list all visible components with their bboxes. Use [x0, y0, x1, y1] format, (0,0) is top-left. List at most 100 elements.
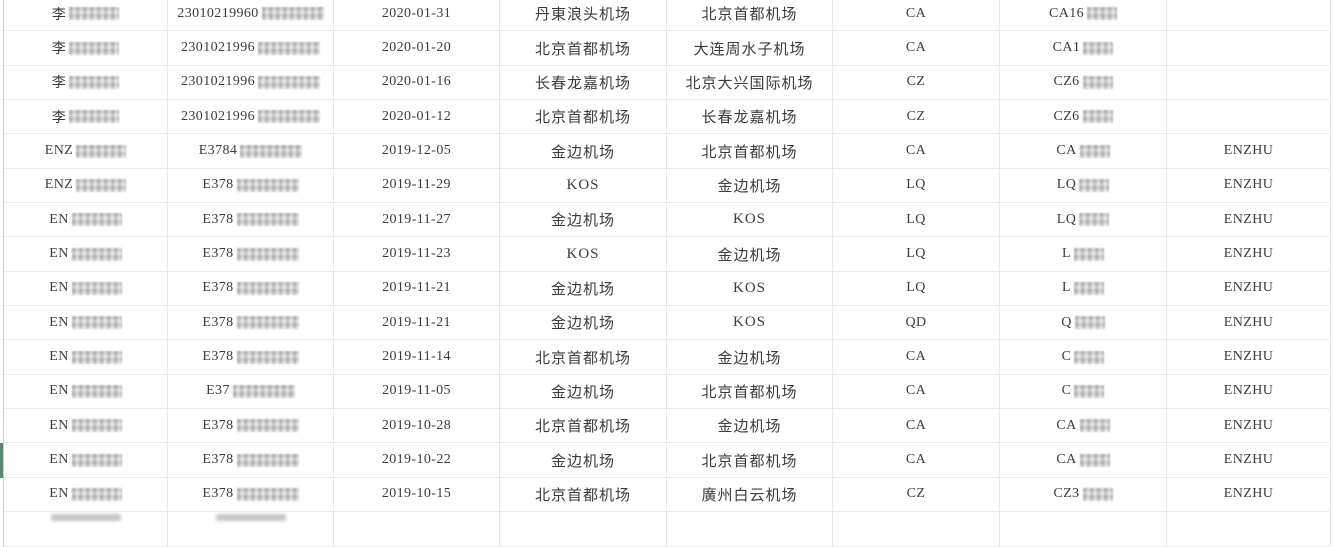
cell-flight-date[interactable]: 2019-11-29 [334, 168, 500, 203]
cell-arrival-airport[interactable]: 金边机场 [667, 409, 833, 443]
cell-id-number[interactable]: E378 [168, 306, 334, 340]
cell-flight-date[interactable]: 2019-10-28 [334, 409, 500, 443]
cell-departure-airport[interactable]: 金边机场 [500, 271, 667, 306]
cell-flight-number[interactable]: CA16 [1000, 0, 1167, 31]
cell-id-number[interactable]: 23010219960 [168, 0, 334, 31]
cell-owner-tag[interactable]: ENZHU [1167, 168, 1331, 203]
cell-departure-airport[interactable]: 金边机场 [500, 203, 667, 237]
cell-passenger-name[interactable]: EN [4, 409, 168, 443]
cell-owner-tag[interactable]: ENZHU [1167, 443, 1331, 477]
cell-id-number[interactable]: E378 [168, 203, 334, 237]
cell-flight-date[interactable]: 2020-01-31 [334, 0, 500, 31]
cell-flight-number[interactable]: CA [1000, 443, 1167, 477]
cell-flight-date[interactable]: 2019-11-14 [334, 340, 500, 374]
cell-id-number[interactable] [168, 512, 334, 546]
cell-arrival-airport[interactable]: KOS [667, 203, 833, 237]
cell-arrival-airport[interactable]: 北京首都机场 [667, 374, 833, 409]
cell-owner-tag[interactable]: ENZHU [1167, 340, 1331, 374]
cell-departure-airport[interactable]: 北京首都机场 [500, 340, 667, 374]
cell-passenger-name[interactable]: EN [4, 237, 168, 271]
cell-owner-tag[interactable] [1167, 512, 1331, 546]
cell-departure-airport[interactable]: KOS [500, 237, 667, 271]
cell-flight-date[interactable]: 2020-01-20 [334, 31, 500, 65]
cell-flight-number[interactable]: LQ [1000, 203, 1167, 237]
cell-airline-code[interactable]: CA [833, 31, 1000, 65]
cell-id-number[interactable]: 2301021996 [168, 31, 334, 65]
cell-owner-tag[interactable]: ENZHU [1167, 237, 1331, 271]
cell-departure-airport[interactable]: 长春龙嘉机场 [500, 65, 667, 100]
cell-passenger-name[interactable]: ENZ [4, 168, 168, 203]
cell-arrival-airport[interactable]: 金边机场 [667, 168, 833, 203]
cell-flight-number[interactable]: CA [1000, 409, 1167, 443]
cell-id-number[interactable]: 2301021996 [168, 65, 334, 100]
cell-airline-code[interactable]: CA [833, 0, 1000, 31]
cell-passenger-name[interactable]: ENZ [4, 134, 168, 168]
cell-flight-number[interactable]: LQ [1000, 168, 1167, 203]
cell-id-number[interactable]: 2301021996 [168, 100, 334, 134]
cell-id-number[interactable]: E378 [168, 477, 334, 512]
cell-arrival-airport[interactable]: 金边机场 [667, 340, 833, 374]
cell-flight-date[interactable]: 2019-11-27 [334, 203, 500, 237]
cell-id-number[interactable]: E378 [168, 409, 334, 443]
cell-flight-number[interactable]: CZ6 [1000, 100, 1167, 134]
cell-passenger-name[interactable]: 李 [4, 0, 168, 31]
cell-flight-date[interactable]: 2019-11-23 [334, 237, 500, 271]
cell-flight-number[interactable]: C [1000, 340, 1167, 374]
cell-airline-code[interactable]: LQ [833, 203, 1000, 237]
cell-owner-tag[interactable]: ENZHU [1167, 374, 1331, 409]
cell-flight-date[interactable]: 2020-01-16 [334, 65, 500, 100]
cell-departure-airport[interactable]: 北京首都机场 [500, 409, 667, 443]
cell-airline-code[interactable]: LQ [833, 271, 1000, 306]
cell-arrival-airport[interactable]: 北京首都机场 [667, 134, 833, 168]
cell-passenger-name[interactable]: EN [4, 443, 168, 477]
cell-owner-tag[interactable]: ENZHU [1167, 477, 1331, 512]
cell-passenger-name[interactable]: EN [4, 271, 168, 306]
cell-arrival-airport[interactable]: 金边机场 [667, 237, 833, 271]
cell-arrival-airport[interactable]: KOS [667, 306, 833, 340]
cell-arrival-airport[interactable]: 北京大兴国际机场 [667, 65, 833, 100]
cell-passenger-name[interactable]: EN [4, 340, 168, 374]
cell-passenger-name[interactable] [4, 512, 168, 546]
cell-airline-code[interactable]: CA [833, 443, 1000, 477]
cell-flight-number[interactable]: L [1000, 271, 1167, 306]
cell-owner-tag[interactable]: ENZHU [1167, 134, 1331, 168]
cell-passenger-name[interactable]: 李 [4, 100, 168, 134]
cell-id-number[interactable]: E3784 [168, 134, 334, 168]
cell-arrival-airport[interactable]: 长春龙嘉机场 [667, 100, 833, 134]
cell-arrival-airport[interactable]: 北京首都机场 [667, 0, 833, 31]
cell-airline-code[interactable]: QD [833, 306, 1000, 340]
cell-airline-code[interactable]: CA [833, 409, 1000, 443]
cell-flight-number[interactable]: C [1000, 374, 1167, 409]
cell-owner-tag[interactable]: ENZHU [1167, 271, 1331, 306]
cell-passenger-name[interactable]: 李 [4, 31, 168, 65]
cell-arrival-airport[interactable]: 廣州白云机场 [667, 477, 833, 512]
cell-departure-airport[interactable] [500, 512, 667, 546]
cell-airline-code[interactable] [833, 512, 1000, 546]
cell-airline-code[interactable]: CZ [833, 65, 1000, 100]
cell-flight-number[interactable]: Q [1000, 306, 1167, 340]
cell-airline-code[interactable]: CA [833, 340, 1000, 374]
cell-id-number[interactable]: E378 [168, 271, 334, 306]
cell-departure-airport[interactable]: 北京首都机场 [500, 100, 667, 134]
cell-flight-date[interactable]: 2019-12-05 [334, 134, 500, 168]
cell-flight-date[interactable]: 2019-11-21 [334, 271, 500, 306]
cell-airline-code[interactable]: CZ [833, 477, 1000, 512]
cell-flight-number[interactable]: CA [1000, 134, 1167, 168]
cell-owner-tag[interactable]: ENZHU [1167, 203, 1331, 237]
cell-flight-date[interactable]: 2020-01-12 [334, 100, 500, 134]
cell-id-number[interactable]: E378 [168, 443, 334, 477]
cell-departure-airport[interactable]: 金边机场 [500, 443, 667, 477]
cell-flight-number[interactable]: CZ6 [1000, 65, 1167, 100]
cell-departure-airport[interactable]: 北京首都机场 [500, 31, 667, 65]
cell-id-number[interactable]: E378 [168, 340, 334, 374]
cell-flight-number[interactable]: CZ3 [1000, 477, 1167, 512]
cell-owner-tag[interactable] [1167, 65, 1331, 100]
cell-owner-tag[interactable] [1167, 31, 1331, 65]
cell-owner-tag[interactable] [1167, 0, 1331, 31]
cell-passenger-name[interactable]: 李 [4, 65, 168, 100]
cell-airline-code[interactable]: LQ [833, 168, 1000, 203]
cell-flight-number[interactable] [1000, 512, 1167, 546]
cell-departure-airport[interactable]: 北京首都机场 [500, 477, 667, 512]
cell-id-number[interactable]: E378 [168, 168, 334, 203]
cell-passenger-name[interactable]: EN [4, 374, 168, 409]
